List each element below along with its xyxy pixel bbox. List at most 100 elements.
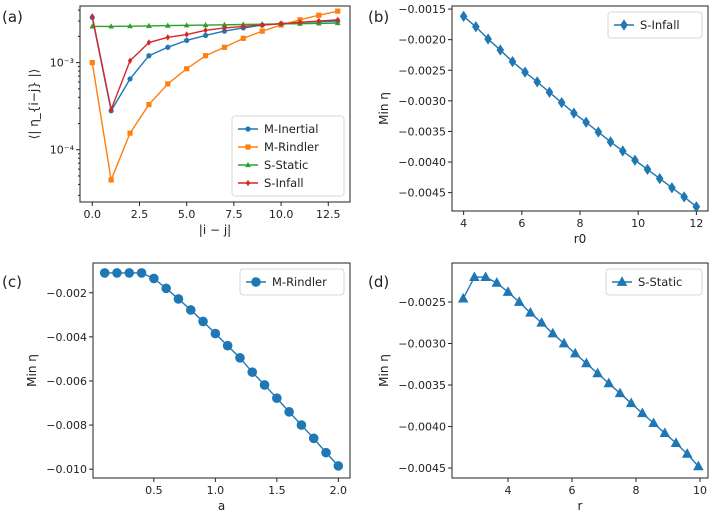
x-tick-label-c: 1.0 (207, 484, 225, 497)
y-axis-label-c: Min η (25, 354, 39, 387)
plot-frame-a (79, 5, 351, 203)
data-point-S-Static (89, 23, 96, 29)
data-point-M-Rindler (127, 130, 133, 136)
data-point-S-Infall (508, 56, 517, 68)
x-axis-label-b: r0 (574, 232, 587, 246)
data-point-S-Static (202, 21, 209, 28)
data-point-M-Rindler (198, 316, 208, 327)
data-point-S-Static (536, 317, 547, 327)
x-tick-label-a: 5.0 (178, 208, 196, 221)
data-point-S-Infall (127, 57, 133, 65)
x-tick-label-c: 1.5 (268, 484, 286, 497)
data-point-M-Rindler (112, 268, 122, 278)
y-tick-label-b: −0.0045 (398, 187, 446, 200)
data-point-S-Infall (618, 145, 627, 157)
panel-d: 4 6 8 10 −0.0045 −0.0040 −0.0035 −0.0030 −0.0025… (368, 262, 709, 513)
x-axis-label-a: |i − j| (199, 223, 231, 237)
series-line-S-Static (462, 276, 699, 467)
data-point-M-Rindler (240, 35, 246, 41)
y-tick-label-a: 10⁻⁴ (50, 144, 75, 157)
data-point-S-Infall (582, 116, 590, 128)
legend-label-S-Infall: S-Infall (264, 176, 304, 190)
data-point-S-Static (681, 448, 693, 458)
data-point-M-Rindler (272, 393, 282, 403)
data-point-S-Static (108, 23, 115, 29)
data-point-S-Static (183, 22, 190, 28)
data-point-S-Infall (521, 66, 529, 78)
data-point-S-Infall (680, 191, 688, 203)
x-tick-label-a: 12.5 (316, 208, 341, 221)
data-point-M-Rindler (321, 447, 331, 458)
legend-marker-S-Infall (245, 179, 251, 187)
data-point-S-Static (525, 307, 536, 317)
data-point-M-Rindler (165, 81, 171, 87)
legend-marker-S-Infall (620, 19, 628, 31)
y-tick-label-b: −0.0025 (398, 64, 446, 77)
data-point-S-Infall (241, 23, 246, 30)
data-point-S-Infall (606, 136, 615, 148)
data-point-M-Rindler (259, 28, 265, 34)
data-point-S-Static (558, 337, 570, 348)
y-tick-label-c: −0.008 (46, 419, 87, 432)
data-point-M-Rindler (161, 283, 171, 294)
y-tick-label-d: −0.0035 (398, 379, 446, 392)
panel-label-a: (a) (2, 8, 23, 26)
data-point-M-Inertial (202, 32, 209, 39)
data-point-S-Infall (545, 86, 554, 98)
data-point-S-Static (491, 277, 503, 287)
data-point-S-Static (569, 347, 581, 358)
data-point-M-Rindler (173, 294, 184, 304)
data-point-S-Infall (108, 106, 114, 113)
y-tick-label-d: −0.0040 (398, 421, 446, 434)
x-tick-label-d: 10 (693, 484, 707, 497)
y-tick-label-c: −0.006 (46, 375, 87, 388)
y-tick-label-b: −0.0020 (398, 34, 446, 47)
series-line-S-Infall (91, 16, 338, 112)
data-point-S-Infall (692, 201, 701, 211)
data-point-M-Rindler (99, 268, 110, 278)
data-point-S-Static (127, 23, 133, 29)
data-point-S-Infall (594, 126, 603, 138)
data-point-S-Infall (278, 20, 284, 27)
x-tick-label-a: 7.5 (225, 208, 243, 221)
x-tick-label-a: 0.0 (84, 208, 102, 221)
x-tick-label-d: 8 (633, 484, 640, 497)
data-point-M-Rindler (184, 66, 190, 72)
y-axis-label-a: ⟨| η_{i−j} |⟩ (27, 69, 41, 140)
legend-label-M-Rindler: M-Rindler (272, 275, 327, 289)
series-group-b (459, 10, 701, 211)
x-tick-label-d: 4 (505, 484, 512, 497)
y-tick-label-c: −0.002 (46, 287, 87, 300)
data-point-M-Rindler (296, 420, 307, 430)
data-point-M-Inertial (127, 76, 133, 82)
plot-frame-c (92, 262, 351, 479)
data-point-S-Static (581, 357, 592, 368)
data-point-M-Rindler (146, 101, 152, 108)
data-point-S-Static (592, 367, 603, 378)
data-point-S-Infall (259, 21, 265, 29)
legend-a: M-Inertial M-Rindler S-Static S-Infall (231, 115, 345, 197)
data-point-S-Infall (222, 24, 227, 32)
x-tick-label-b: 4 (460, 217, 467, 230)
data-point-S-Infall (472, 21, 480, 33)
legend-box-b (607, 11, 703, 39)
x-axis-label-d: r (578, 499, 583, 513)
y-tick-label-c: −0.004 (46, 331, 87, 344)
data-point-M-Inertial (165, 44, 171, 50)
data-point-S-Infall (484, 33, 492, 45)
data-point-S-Static (614, 387, 626, 398)
data-point-S-Infall (316, 17, 322, 25)
data-point-M-Rindler (89, 60, 95, 66)
data-point-S-Static (502, 286, 514, 296)
data-point-S-Infall (496, 44, 505, 56)
data-point-M-Rindler (308, 433, 319, 444)
y-tick-label-b: −0.0030 (398, 95, 446, 108)
data-point-M-Inertial (184, 37, 190, 43)
x-tick-label-c: 2.0 (330, 484, 348, 497)
data-point-S-Static (469, 271, 480, 281)
legend-b: S-Infall (607, 11, 703, 39)
data-point-M-Rindler (136, 268, 147, 278)
panel-c: 0.5 1.0 1.5 2.0 −0.010 −0.008 −0.006 −0.004 −0.0… (2, 262, 351, 513)
data-point-S-Infall (335, 16, 340, 24)
